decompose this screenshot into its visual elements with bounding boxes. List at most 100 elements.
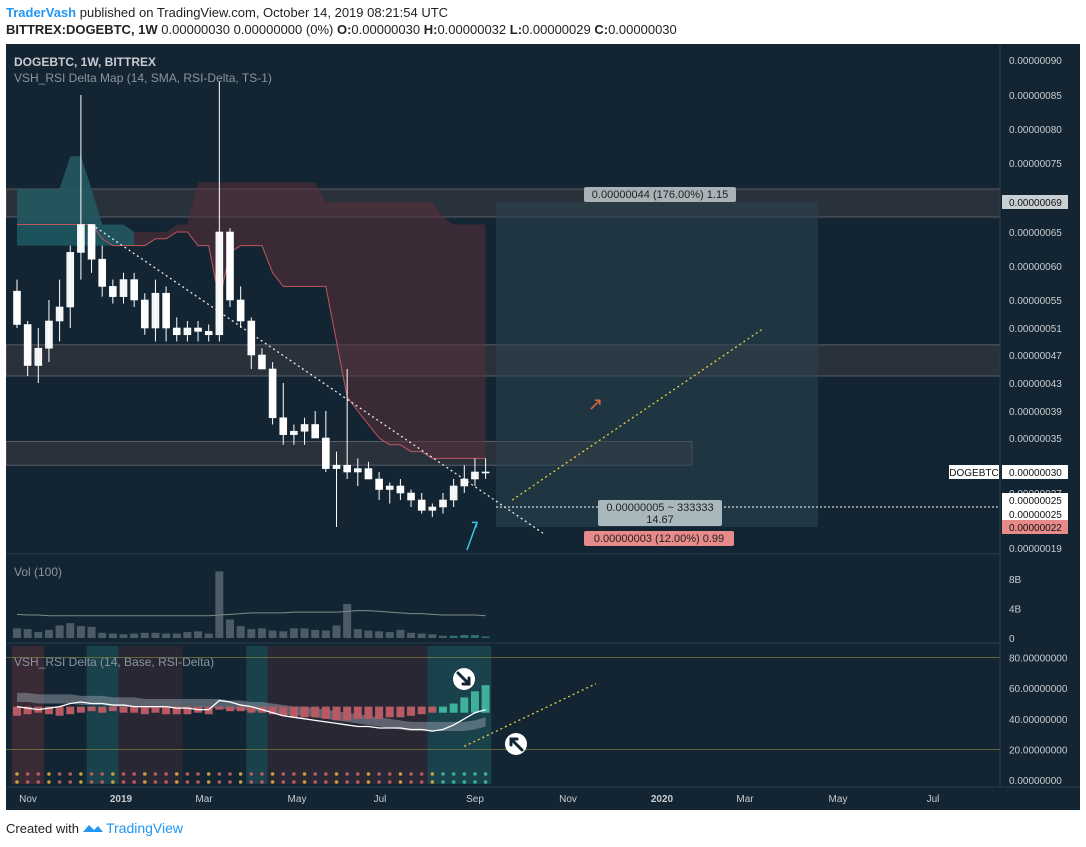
volume-bar (385, 632, 394, 638)
candle-body (23, 324, 32, 366)
volume-bar (481, 636, 490, 638)
candle-body (183, 327, 192, 336)
rsi-dot (143, 772, 147, 776)
rsi-tick-label: 20.00000000 (1009, 745, 1068, 756)
rsi-dot (313, 772, 318, 776)
chart-area[interactable]: ↗ 0.00000044 (176.00%) 1.15 0.00000005 ~ 3… (6, 44, 1080, 810)
rsi-dot (334, 780, 339, 784)
rsi-dot (313, 780, 318, 784)
chart-title: DOGEBTC, 1W, BITTREX (14, 55, 156, 69)
rsi-dot (366, 780, 371, 784)
time-tick-label: 2019 (110, 794, 133, 805)
rsi-delta-bar (449, 703, 458, 713)
candle-body (215, 231, 224, 336)
rsi-delta-bar (300, 706, 309, 718)
rsi-dot (228, 772, 232, 776)
time-tick-label: Mar (736, 794, 754, 805)
rsi-delta-bar (407, 706, 416, 716)
rsi-dot (164, 772, 168, 776)
rsi-delta-bar (226, 706, 234, 712)
close-label: C: (594, 22, 609, 37)
candle-body (471, 471, 479, 480)
rsi-dot (451, 772, 456, 776)
candle-body (13, 290, 21, 325)
rsi-delta-bar (247, 706, 256, 713)
volume-ma-line (16, 610, 486, 617)
volume-bar (417, 633, 426, 638)
rsi-dot (377, 780, 381, 784)
target-box (496, 202, 818, 507)
candle-body (34, 347, 43, 366)
volume-bar (375, 631, 384, 638)
chart-svg[interactable]: ↗ 0.00000044 (176.00%) 1.15 0.00000005 ~ 3… (6, 44, 1080, 810)
rsi-delta-bar (353, 706, 362, 719)
rsi-dot (483, 780, 488, 784)
volume-bar (151, 632, 160, 638)
rsi-line (16, 699, 486, 732)
rsi-dot (334, 772, 339, 776)
rsi-tick-label: 60.00000000 (1009, 684, 1068, 695)
rsi-delta-bar (23, 706, 32, 715)
rsi-dot (345, 772, 349, 776)
volume-bar (13, 628, 21, 638)
axis-tag-label: 0.00000022 (1009, 523, 1062, 534)
rsi-dot (100, 772, 104, 776)
volume-bar (460, 635, 469, 638)
rsi-dot (324, 772, 328, 776)
candle-body (353, 468, 362, 473)
rsi-dot (398, 780, 403, 784)
rsi-delta-bar (439, 706, 447, 713)
candle-body (417, 499, 426, 511)
volume-bar (140, 632, 149, 638)
candle-body (162, 292, 170, 329)
target-label-bg (584, 187, 736, 202)
rsi-dot (217, 772, 222, 776)
candle-body (77, 224, 85, 253)
rsi-dot (121, 772, 126, 776)
stop-label: 0.00000003 (12.00%) 0.99 (594, 533, 724, 545)
rsi-dot (68, 780, 73, 784)
rsi-dot (238, 772, 243, 776)
rsi-shade (246, 646, 268, 784)
rsi-dot (249, 772, 254, 776)
rsi-dot (100, 780, 104, 784)
cyan-arrowhead (471, 521, 478, 528)
price-tick-label: 0.00000055 (1009, 296, 1062, 307)
rsi-dot (409, 780, 413, 784)
volume-bar (44, 629, 53, 638)
author-link[interactable]: TraderVash (6, 5, 77, 20)
candle-body (226, 231, 234, 301)
entry-label-2: 14.67 (646, 514, 674, 526)
rsi-dot (398, 772, 403, 776)
tradingview-logo-icon[interactable] (82, 822, 104, 837)
close-value: 0.00000030 (608, 22, 677, 37)
volume-bar (428, 634, 437, 638)
rsi-tick-label: 80.00000000 (1009, 654, 1068, 665)
indicator-label: VSH_RSI Delta Map (14, SMA, RSI-Delta, T… (14, 71, 272, 85)
candle-body (449, 485, 458, 501)
rsi-dot (249, 780, 254, 784)
tradingview-link[interactable]: TradingView (105, 820, 184, 836)
rsi-projection-line (464, 683, 597, 747)
rsi-dot (409, 772, 413, 776)
rsi-delta-bar (311, 706, 320, 718)
cloud-teal-area (17, 156, 135, 246)
rsi-dot (89, 772, 94, 776)
volume-bar (23, 629, 32, 638)
candle-body (119, 279, 128, 297)
rsi-dot (387, 780, 392, 784)
rsi-dot (356, 772, 360, 776)
rsi-dot (292, 772, 296, 776)
rsi-dot (377, 772, 381, 776)
rsi-delta-bar (98, 706, 107, 713)
volume-bar (130, 633, 139, 638)
down-right-arrow-glyph (456, 671, 471, 686)
footer: Created with TradingView (6, 820, 183, 837)
rsi-tick-label: 40.00000000 (1009, 715, 1068, 726)
candle-body (279, 417, 288, 435)
rsi-dot (387, 772, 392, 776)
volume-bar (247, 629, 256, 638)
rsi-delta-bar (204, 706, 213, 715)
last-price-value-bg (1002, 465, 1068, 479)
candle-body (439, 499, 447, 508)
